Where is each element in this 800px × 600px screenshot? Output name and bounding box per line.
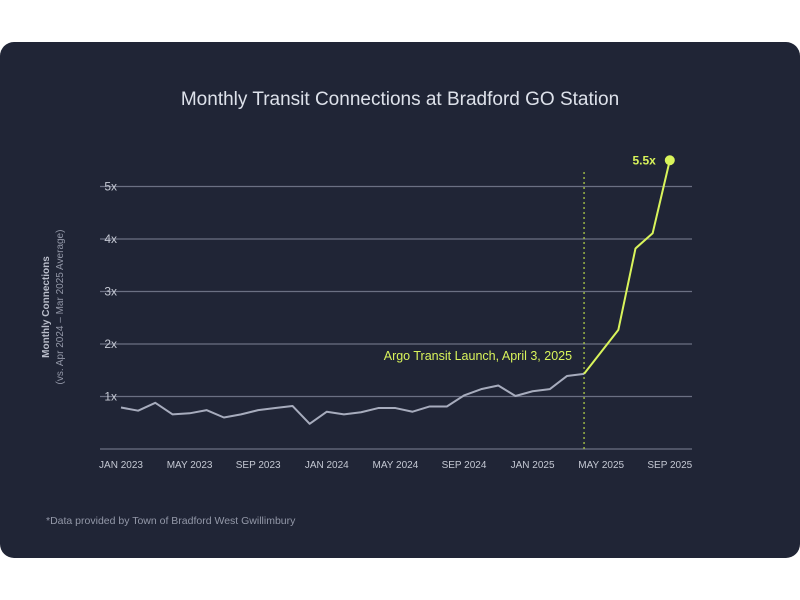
y-tick-label: 2x — [104, 337, 117, 351]
chart-title: Monthly Transit Connections at Bradford … — [181, 89, 619, 110]
x-tick-label: JAN 2023 — [99, 460, 143, 471]
y-axis-sublabel: (vs. Apr 2024 – Mar 2025 Average) — [55, 230, 66, 385]
y-tick-label: 4x — [104, 232, 117, 246]
x-tick-label: SEP 2023 — [236, 460, 281, 471]
x-tick-label: MAY 2023 — [167, 460, 213, 471]
x-tick-label: MAY 2025 — [578, 460, 624, 471]
footnote: *Data provided by Town of Bradford West … — [46, 515, 296, 527]
end-point-marker — [664, 155, 675, 166]
y-tick-label: 3x — [104, 285, 117, 299]
y-tick-label: 1x — [104, 390, 117, 404]
y-axis-label: Monthly Connections — [41, 256, 52, 358]
chart-card: Monthly Transit Connections at Bradford … — [0, 42, 800, 558]
line-chart: Monthly Transit Connections at Bradford … — [41, 89, 693, 527]
x-tick-label: SEP 2024 — [442, 460, 487, 471]
x-tick-label: JAN 2024 — [305, 460, 349, 471]
end-value-label: 5.5x — [632, 153, 656, 167]
series-line-before-launch — [120, 372, 585, 425]
y-tick-label: 5x — [104, 180, 117, 194]
launch-annotation: Argo Transit Launch, April 3, 2025 — [384, 349, 572, 363]
x-tick-label: JAN 2025 — [511, 460, 555, 471]
x-tick-label: MAY 2024 — [373, 460, 419, 471]
series-line-after-launch — [583, 160, 671, 375]
x-tick-label: SEP 2025 — [647, 460, 692, 471]
